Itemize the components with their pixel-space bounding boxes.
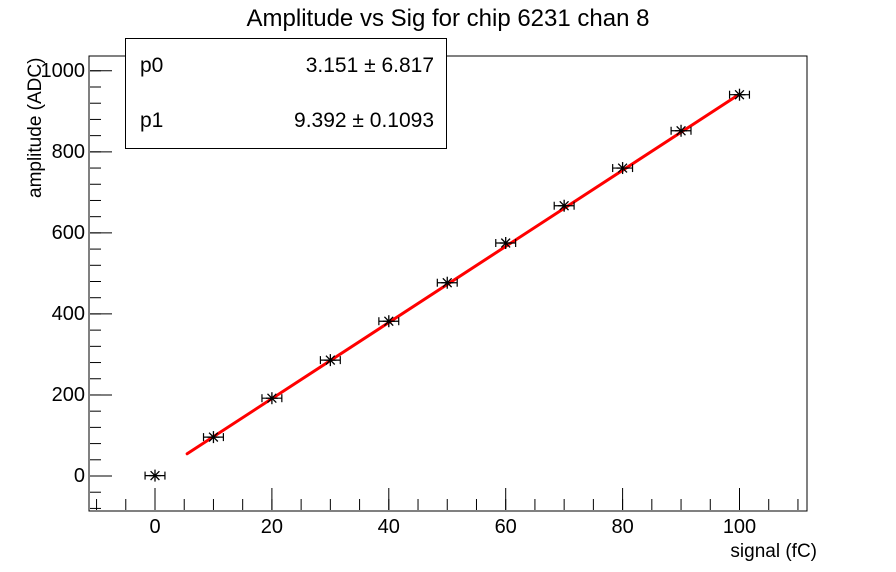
x-axis-title: signal (fC) xyxy=(730,541,817,562)
stats-param-name: p1 xyxy=(140,108,164,132)
y-tick-label: 0 xyxy=(73,465,85,487)
data-point-marker xyxy=(559,200,570,211)
y-tick-label: 400 xyxy=(51,302,85,325)
y-tick-label: 1000 xyxy=(40,59,86,82)
stats-row-p1: p1 9.392 ± 0.1093 xyxy=(126,109,446,133)
data-point-marker xyxy=(150,470,160,481)
x-tick-label: 100 xyxy=(722,516,757,538)
data-point-marker xyxy=(267,393,277,404)
stats-row-p0: p0 3.151 ± 6.817 xyxy=(126,54,446,78)
x-tick-label: 80 xyxy=(611,516,634,538)
data-point-marker xyxy=(442,277,453,288)
plot-frame xyxy=(88,55,808,512)
stats-param-value: 3.151 ± 6.817 xyxy=(305,54,434,78)
fit-line xyxy=(185,92,741,456)
stats-param-name: p0 xyxy=(140,54,164,78)
y-tick-label: 600 xyxy=(51,221,85,244)
stats-param-value: 9.392 ± 0.1093 xyxy=(294,108,434,132)
x-tick-label: 0 xyxy=(149,516,161,538)
data-point-marker xyxy=(208,432,219,442)
data-point-marker xyxy=(617,163,628,173)
x-tick-label: 20 xyxy=(260,516,284,538)
fit-stats-box: p0 3.151 ± 6.817 p1 9.392 ± 0.1093 xyxy=(125,38,447,149)
x-tick-label: 60 xyxy=(494,516,517,538)
data-point-marker xyxy=(325,355,336,365)
x-tick-label: 40 xyxy=(377,516,400,538)
y-tick-label: 200 xyxy=(51,383,85,406)
data-point-marker xyxy=(676,125,686,136)
data-point-marker xyxy=(734,89,745,100)
chart-title: Amplitude vs Sig for chip 6231 chan 8 xyxy=(246,5,650,32)
data-point-marker xyxy=(383,316,394,327)
y-tick-label: 800 xyxy=(51,140,85,163)
data-point-marker xyxy=(500,238,511,248)
